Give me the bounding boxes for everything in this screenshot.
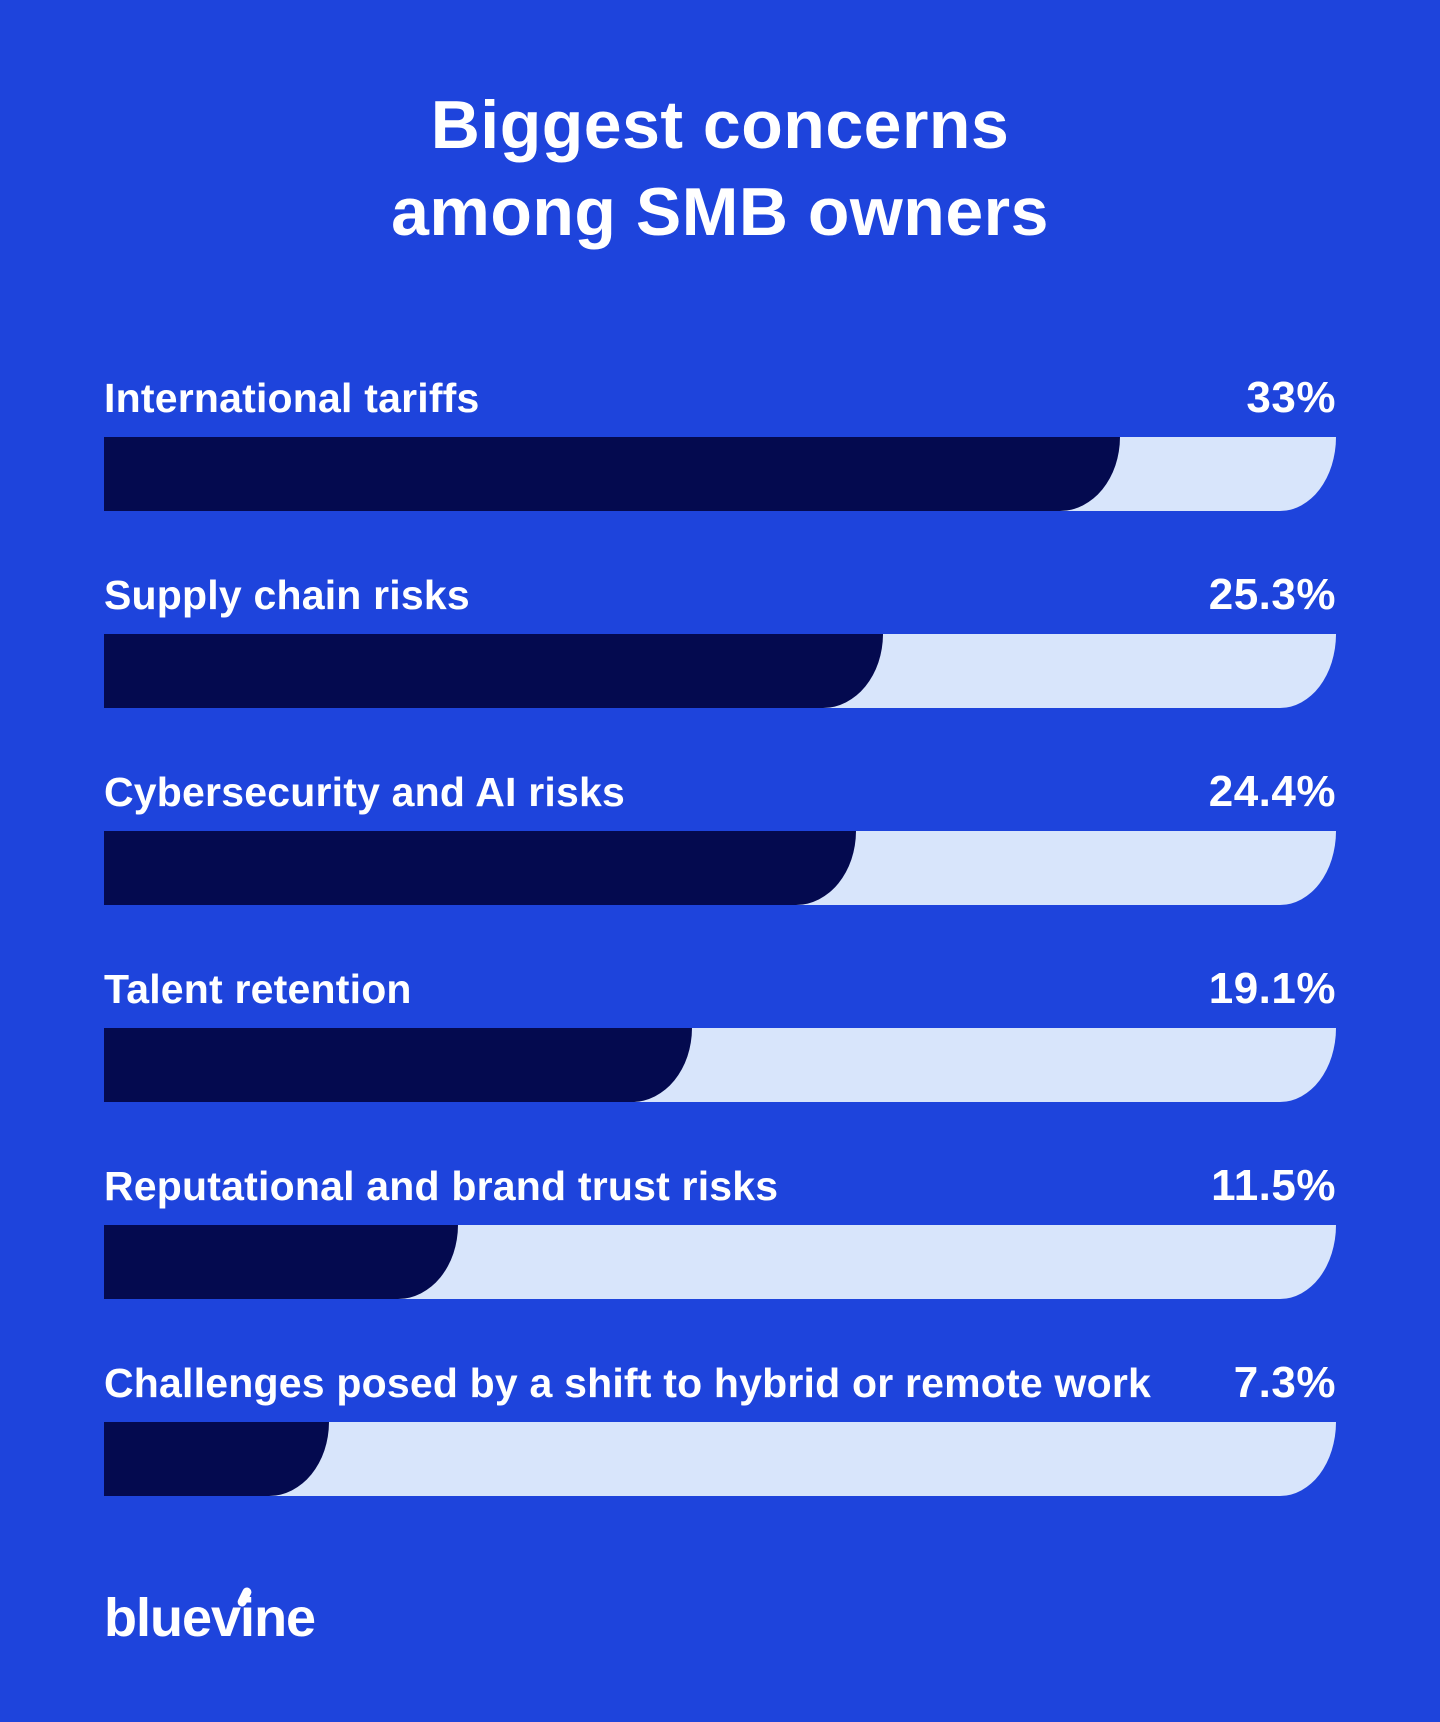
category-label: International tariffs	[104, 375, 480, 421]
bluevine-logo-accented-i: i	[240, 1588, 255, 1648]
chart-title-line2: among SMB owners	[391, 174, 1049, 250]
bar-chart: International tariffs 33% Supply chain r…	[104, 374, 1336, 1496]
category-label: Challenges posed by a shift to hybrid or…	[104, 1360, 1151, 1406]
row-head: Reputational and brand trust risks 11.5%	[104, 1162, 1336, 1210]
bar-fill	[104, 1028, 693, 1102]
bar-row-cybersecurity-ai-risks: Cybersecurity and AI risks 24.4%	[104, 768, 1336, 905]
bar-track	[104, 831, 1336, 905]
value-label: 33%	[1246, 373, 1336, 422]
category-label: Talent retention	[104, 966, 412, 1012]
value-label: 7.3%	[1233, 1358, 1336, 1407]
bar-track	[104, 1225, 1336, 1299]
category-label: Reputational and brand trust risks	[104, 1163, 779, 1209]
row-head: Talent retention 19.1%	[104, 965, 1336, 1013]
row-head: Challenges posed by a shift to hybrid or…	[104, 1359, 1336, 1407]
chart-title-line1: Biggest concerns	[430, 87, 1010, 163]
bar-row-hybrid-remote-work-challenges: Challenges posed by a shift to hybrid or…	[104, 1359, 1336, 1496]
bar-fill	[104, 634, 884, 708]
row-head: Cybersecurity and AI risks 24.4%	[104, 768, 1336, 816]
value-label: 25.3%	[1208, 570, 1336, 619]
bar-row-talent-retention: Talent retention 19.1%	[104, 965, 1336, 1102]
bar-row-reputational-brand-trust-risks: Reputational and brand trust risks 11.5%	[104, 1162, 1336, 1299]
bar-fill	[104, 1225, 459, 1299]
bar-fill	[104, 831, 856, 905]
bluevine-logo-text-pre: bluev	[104, 1588, 241, 1648]
bar-row-international-tariffs: International tariffs 33%	[104, 374, 1336, 511]
value-label: 19.1%	[1208, 964, 1336, 1013]
row-head: Supply chain risks 25.3%	[104, 571, 1336, 619]
bar-track	[104, 1028, 1336, 1102]
bar-track	[104, 437, 1336, 511]
category-label: Supply chain risks	[104, 572, 470, 618]
value-label: 24.4%	[1208, 767, 1336, 816]
bar-track	[104, 634, 1336, 708]
category-label: Cybersecurity and AI risks	[104, 769, 625, 815]
bar-row-supply-chain-risks: Supply chain risks 25.3%	[104, 571, 1336, 708]
bluevine-logo-text-post: ne	[254, 1588, 316, 1648]
row-head: International tariffs 33%	[104, 374, 1336, 422]
bluevine-logo: bluevine	[104, 1588, 316, 1648]
value-label: 11.5%	[1211, 1161, 1336, 1210]
bar-fill	[104, 1422, 329, 1496]
bar-fill	[104, 437, 1121, 511]
bar-track	[104, 1422, 1336, 1496]
chart-title: Biggest concerns among SMB owners	[104, 82, 1336, 256]
